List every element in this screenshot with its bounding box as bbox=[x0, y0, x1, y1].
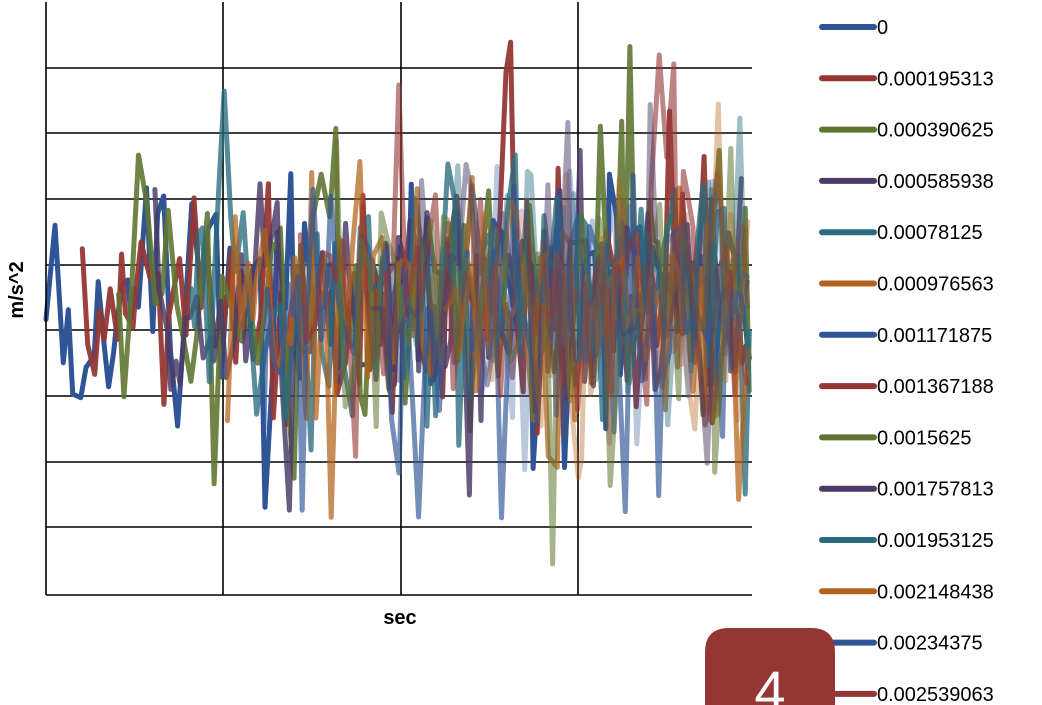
series-line bbox=[406, 115, 750, 428]
legend-item: 0.002148438 bbox=[819, 581, 994, 603]
legend-label: 0.00234375 bbox=[877, 633, 983, 655]
chart-series-layer bbox=[43, 39, 752, 567]
legend-label: 0.002539063 bbox=[877, 684, 994, 705]
legend-label: 0.000390625 bbox=[877, 120, 994, 142]
legend-item: 0.001171875 bbox=[819, 325, 992, 347]
legend-label: 0.001953125 bbox=[877, 530, 994, 552]
page-number-badge-shape bbox=[705, 628, 835, 705]
legend-label: 0.002148438 bbox=[877, 581, 994, 603]
legend-item: 0.000195313 bbox=[819, 68, 994, 90]
legend-label: 0.00078125 bbox=[877, 222, 983, 244]
series-line bbox=[334, 137, 749, 567]
legend: 0 0.000195313 0.000390625 0.000585938 0.0007… bbox=[819, 17, 994, 705]
legend-item: 0.001757813 bbox=[819, 479, 994, 501]
page-number-badge: 4 bbox=[705, 628, 835, 705]
legend-item: 0.001953125 bbox=[819, 530, 994, 552]
legend-label: 0.0015625 bbox=[877, 427, 972, 449]
legend-item: 0 bbox=[819, 17, 888, 39]
legend-label: 0.000195313 bbox=[877, 68, 994, 90]
series-line bbox=[515, 171, 751, 446]
page-number: 4 bbox=[754, 659, 785, 705]
y-axis-label: m/s^2 bbox=[6, 261, 28, 318]
legend-item: 0.000976563 bbox=[819, 274, 994, 296]
legend-item: 0.0015625 bbox=[819, 427, 972, 449]
series-line bbox=[261, 172, 745, 521]
legend-item: 0.00078125 bbox=[819, 222, 983, 244]
legend-label: 0.001367188 bbox=[877, 376, 994, 398]
legend-label: 0.001757813 bbox=[877, 479, 994, 501]
chart-axes bbox=[45, 2, 752, 596]
legend-item: 0.00234375 bbox=[819, 633, 983, 655]
series-line bbox=[479, 164, 750, 473]
legend-item: 0.001367188 bbox=[819, 376, 994, 398]
legend-label: 0.000976563 bbox=[877, 274, 994, 296]
series-line bbox=[442, 101, 751, 481]
legend-item: 0.002539063 bbox=[819, 684, 994, 705]
x-axis-label: sec bbox=[383, 607, 416, 629]
legend-item: 0.000390625 bbox=[819, 120, 994, 142]
legend-label: 0.000585938 bbox=[877, 171, 994, 193]
legend-label: 0.001171875 bbox=[877, 325, 992, 347]
legend-label: 0 bbox=[877, 17, 888, 39]
legend-item: 0.000585938 bbox=[819, 171, 994, 193]
series-line bbox=[370, 102, 750, 466]
